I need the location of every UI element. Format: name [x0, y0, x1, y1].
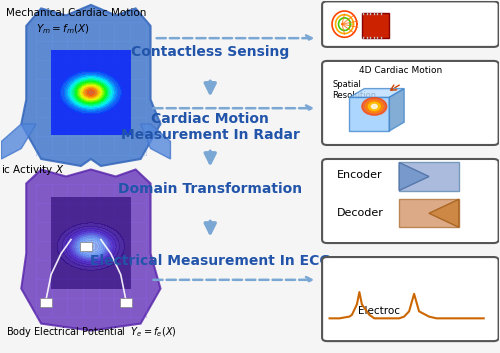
Text: Body Electrical Potential  $Y_e = f_e(X)$: Body Electrical Potential $Y_e = f_e(X)$ [6, 325, 177, 339]
Polygon shape [22, 5, 160, 166]
Circle shape [366, 100, 384, 113]
Polygon shape [399, 162, 429, 191]
Polygon shape [140, 124, 170, 159]
Text: Decoder: Decoder [337, 208, 384, 218]
Bar [362, 13, 389, 38]
Circle shape [372, 104, 378, 109]
Bar [120, 298, 132, 307]
Text: Domain Transformation: Domain Transformation [118, 182, 302, 196]
Polygon shape [2, 124, 36, 159]
Polygon shape [399, 199, 459, 227]
Text: Contactless Sensing: Contactless Sensing [131, 45, 290, 59]
FancyBboxPatch shape [322, 257, 498, 341]
FancyBboxPatch shape [322, 159, 498, 243]
Polygon shape [350, 97, 389, 131]
Text: Mechanical Cardiac Motion: Mechanical Cardiac Motion [6, 8, 146, 18]
Polygon shape [22, 169, 160, 331]
Text: Electroc: Electroc [358, 306, 401, 316]
Text: Cardiac Motion
Measurement In Radar: Cardiac Motion Measurement In Radar [121, 112, 300, 142]
Polygon shape [389, 89, 404, 131]
Text: Electrical Measurement In ECG: Electrical Measurement In ECG [90, 253, 330, 268]
Bar [40, 298, 52, 307]
Circle shape [362, 98, 386, 115]
Polygon shape [399, 162, 459, 191]
Polygon shape [350, 89, 404, 97]
FancyBboxPatch shape [322, 61, 498, 145]
Text: Spatial
Resolution: Spatial Resolution [332, 80, 376, 100]
Text: ic Activity $X$: ic Activity $X$ [2, 162, 65, 176]
FancyBboxPatch shape [322, 1, 498, 47]
Bar [80, 243, 92, 251]
Text: $Y_m = f_m(X)$: $Y_m = f_m(X)$ [36, 22, 90, 36]
Polygon shape [429, 199, 459, 227]
Text: Encoder: Encoder [337, 170, 382, 180]
Circle shape [368, 102, 380, 110]
Text: 4D Cardiac Motion: 4D Cardiac Motion [360, 66, 442, 75]
